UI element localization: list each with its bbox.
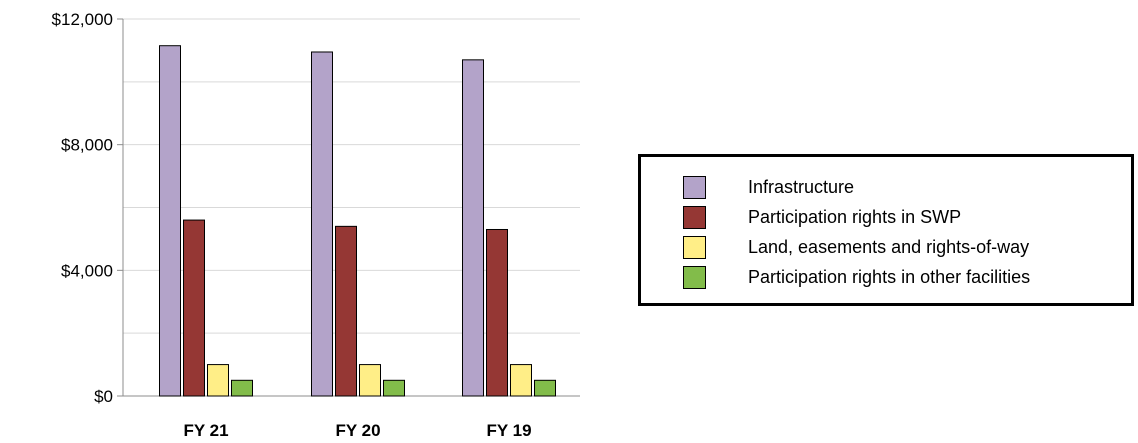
bar <box>534 379 556 397</box>
x-category-label: FY 20 <box>335 421 380 440</box>
bar <box>486 228 508 397</box>
bar <box>359 364 381 397</box>
legend-label-land-easements: Land, easements and rights-of-way <box>748 236 1030 257</box>
legend-label-participation-rights-swp: Participation rights in SWP <box>748 206 962 227</box>
legend-swatch-land-easements <box>683 235 706 259</box>
bar-chart: $0 $4,000 $8,000 $12,000 FY 21 FY 20 FY 19 <box>52 10 580 440</box>
bars <box>159 45 556 397</box>
legend-swatch-infrastructure <box>683 175 706 199</box>
y-tick-labels: $0 $4,000 $8,000 $12,000 <box>52 10 113 406</box>
legend-item-participation-rights-swp: Participation rights in SWP <box>683 204 961 230</box>
y-tick-label: $0 <box>94 387 113 406</box>
legend-item-land-easements: Land, easements and rights-of-way <box>683 234 1029 260</box>
bar <box>311 51 333 397</box>
bar <box>207 364 229 397</box>
y-tick-label: $4,000 <box>61 261 113 280</box>
bar <box>383 379 405 397</box>
x-category-label: FY 21 <box>183 421 228 440</box>
y-tick-label: $8,000 <box>61 136 113 155</box>
legend-swatch-participation-rights-swp <box>683 205 706 229</box>
legend-label-participation-rights-other: Participation rights in other facilities <box>748 266 1031 287</box>
bar <box>159 45 181 397</box>
bar <box>335 225 357 397</box>
legend-label-infrastructure: Infrastructure <box>748 176 855 197</box>
bar <box>510 364 532 397</box>
legend: Infrastructure Participation rights in S… <box>638 154 1134 306</box>
bar <box>183 219 205 397</box>
x-category-labels: FY 21 FY 20 FY 19 <box>183 421 531 440</box>
legend-item-participation-rights-other: Participation rights in other facilities <box>683 264 1030 290</box>
bar <box>231 379 253 397</box>
x-category-label: FY 19 <box>486 421 531 440</box>
bar <box>462 59 484 397</box>
legend-swatch-participation-rights-other <box>683 265 706 289</box>
y-tick-label: $12,000 <box>52 10 113 29</box>
legend-item-infrastructure: Infrastructure <box>683 174 854 200</box>
